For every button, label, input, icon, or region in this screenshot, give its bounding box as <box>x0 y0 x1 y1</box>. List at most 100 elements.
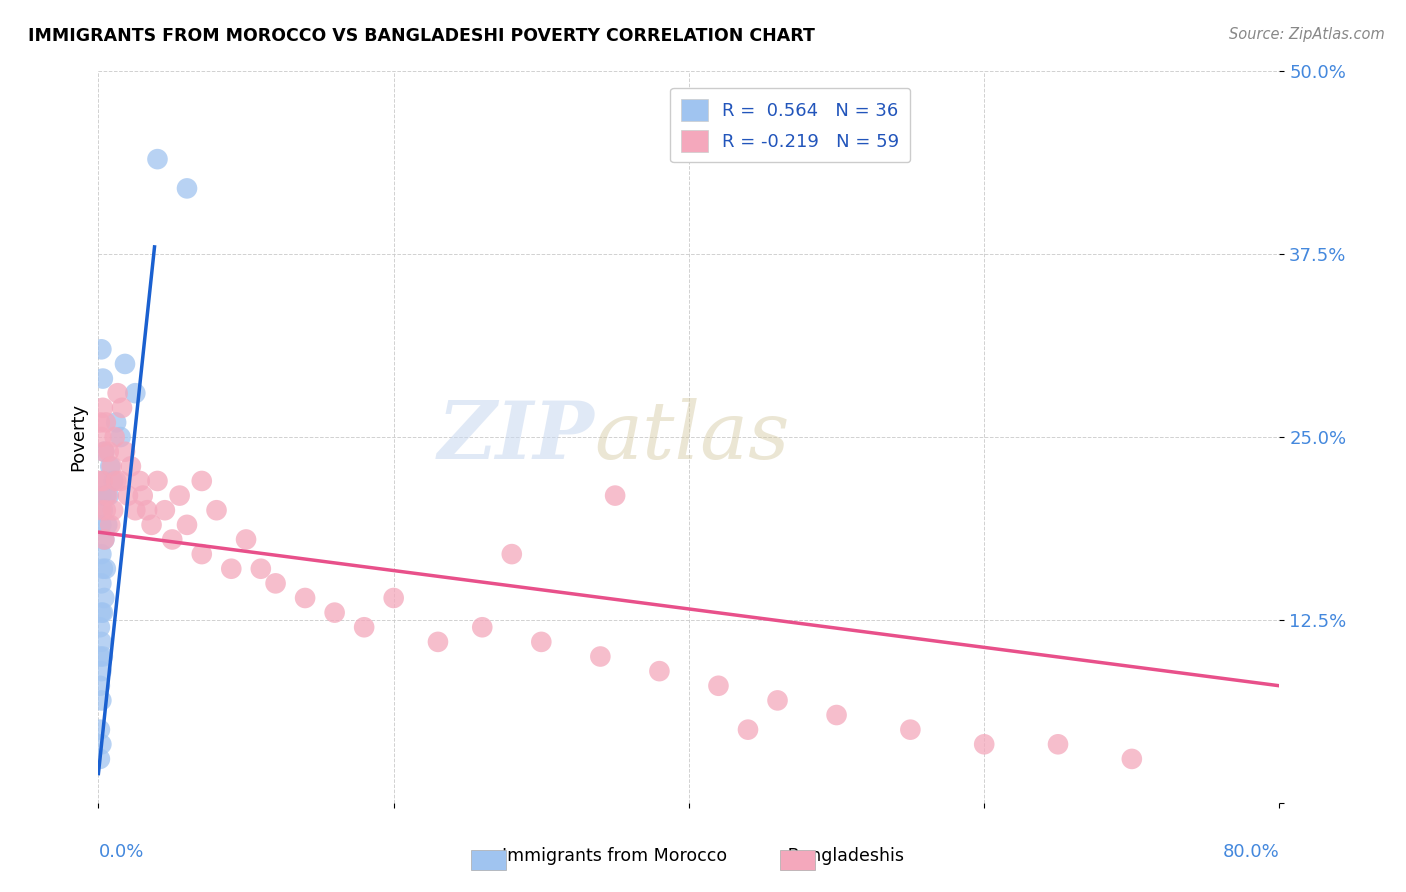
Point <box>973 737 995 751</box>
Point <box>94 503 117 517</box>
Point <box>100 459 122 474</box>
Point <box>91 562 114 576</box>
Point <box>90 606 112 620</box>
Point <box>825 708 848 723</box>
Point <box>501 547 523 561</box>
Point <box>91 401 114 415</box>
Point <box>91 606 114 620</box>
Point <box>91 649 114 664</box>
Point <box>153 503 176 517</box>
Point <box>219 562 242 576</box>
Point <box>589 649 612 664</box>
Point <box>98 517 121 532</box>
Point <box>97 489 120 503</box>
Point <box>105 416 128 430</box>
Point <box>89 752 111 766</box>
Point <box>94 489 117 503</box>
Point <box>93 444 115 458</box>
Point <box>146 474 169 488</box>
Point <box>191 474 214 488</box>
Point <box>90 489 112 503</box>
Point <box>96 517 118 532</box>
Point <box>766 693 789 707</box>
Point <box>104 430 127 444</box>
Point <box>110 430 132 444</box>
Point <box>93 591 115 605</box>
Point <box>353 620 375 634</box>
Y-axis label: Poverty: Poverty <box>69 403 87 471</box>
Point <box>323 606 346 620</box>
Point <box>91 474 114 488</box>
Point <box>91 503 114 517</box>
Point <box>89 474 111 488</box>
Point <box>124 503 146 517</box>
Point <box>98 459 121 474</box>
Text: Immigrants from Morocco           Bangladeshis: Immigrants from Morocco Bangladeshis <box>502 847 904 865</box>
Point <box>90 517 112 532</box>
Point <box>90 547 112 561</box>
Text: 80.0%: 80.0% <box>1223 843 1279 861</box>
Point <box>605 489 627 503</box>
Point <box>90 343 112 357</box>
Point <box>90 664 112 678</box>
Point <box>114 444 136 458</box>
Point <box>107 386 129 401</box>
Point <box>169 489 191 503</box>
Text: ZIP: ZIP <box>437 399 595 475</box>
Point <box>90 635 112 649</box>
Point <box>89 620 111 634</box>
Point <box>530 635 553 649</box>
Point <box>96 489 118 503</box>
Point <box>235 533 257 547</box>
Point <box>90 576 112 591</box>
Point <box>103 474 125 488</box>
Point <box>117 489 139 503</box>
Point <box>900 723 922 737</box>
Point <box>91 371 114 385</box>
Point <box>110 474 132 488</box>
Point <box>141 517 163 532</box>
Point <box>93 533 115 547</box>
Text: IMMIGRANTS FROM MOROCCO VS BANGLADESHI POVERTY CORRELATION CHART: IMMIGRANTS FROM MOROCCO VS BANGLADESHI P… <box>28 27 815 45</box>
Point <box>294 591 316 605</box>
Point <box>136 503 159 517</box>
Point <box>471 620 494 634</box>
Point <box>128 474 150 488</box>
Point <box>191 547 214 561</box>
Text: atlas: atlas <box>595 399 790 475</box>
Point <box>93 444 115 458</box>
Point <box>93 533 115 547</box>
Legend: R =  0.564   N = 36, R = -0.219   N = 59: R = 0.564 N = 36, R = -0.219 N = 59 <box>669 87 910 162</box>
Point <box>90 737 112 751</box>
Point <box>89 723 111 737</box>
Point <box>132 489 155 503</box>
Point <box>90 430 112 444</box>
Point <box>264 576 287 591</box>
Point <box>382 591 405 605</box>
Point <box>97 444 120 458</box>
Point <box>111 401 134 415</box>
Point <box>648 664 671 678</box>
Point <box>120 459 142 474</box>
Point <box>89 649 111 664</box>
Point <box>162 533 183 547</box>
Point <box>94 562 117 576</box>
Text: Source: ZipAtlas.com: Source: ZipAtlas.com <box>1229 27 1385 42</box>
Point <box>91 474 114 488</box>
Point <box>250 562 273 576</box>
Point <box>90 503 112 517</box>
Point <box>89 679 111 693</box>
Point <box>90 693 112 707</box>
Point <box>205 503 228 517</box>
Point <box>124 386 146 401</box>
Point <box>89 416 111 430</box>
Point <box>176 517 198 532</box>
Point <box>176 181 198 195</box>
Point <box>114 357 136 371</box>
Point <box>707 679 730 693</box>
Point <box>105 474 128 488</box>
Point <box>1046 737 1069 751</box>
Text: 0.0%: 0.0% <box>98 843 143 861</box>
Point <box>737 723 759 737</box>
Point <box>103 503 125 517</box>
